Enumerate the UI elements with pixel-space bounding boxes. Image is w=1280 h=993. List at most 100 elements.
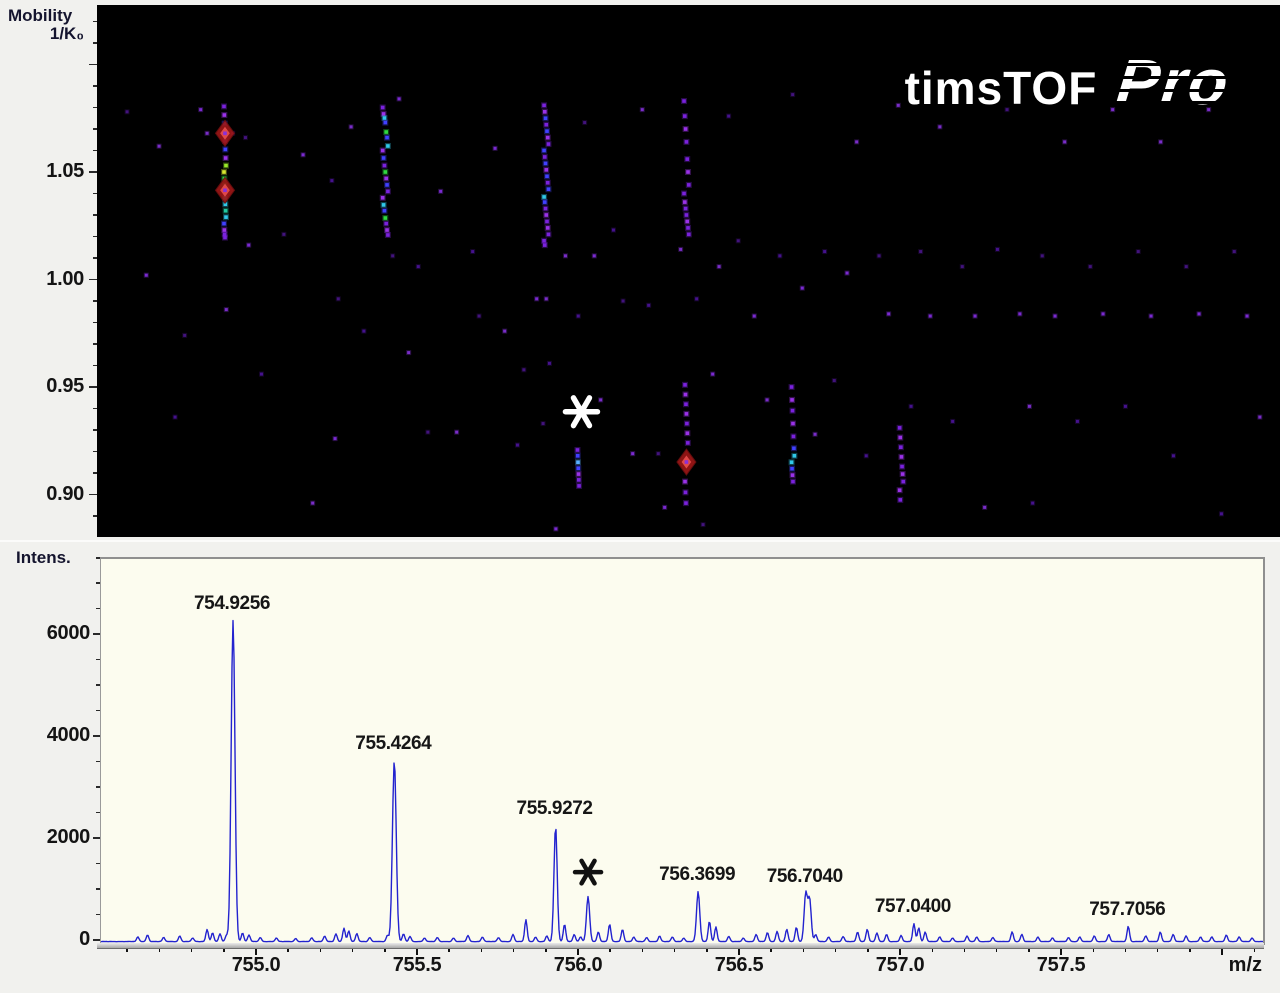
spectrum-x-tick-label: 756.0: [553, 954, 603, 976]
heatmap-y-tick: [93, 364, 97, 367]
spectrum-y-tick-label: 2000: [46, 826, 91, 848]
logo-text-pro-wrap: Pro: [1111, 45, 1238, 119]
peak-mz-label: 756.7040: [766, 866, 843, 888]
spectrum-y-tick: [93, 837, 100, 839]
heatmap-y-tick: [93, 515, 97, 517]
spectrum-x-tick: [1028, 949, 1030, 952]
heatmap-y-tick: [89, 171, 97, 173]
spectrum-x-axis-bar: [97, 943, 1264, 949]
peak-mz-label: 757.0400: [874, 896, 951, 918]
spectrum-y-tick: [96, 709, 100, 712]
heatmap-y-tick-label: 0.90: [46, 482, 84, 505]
spectrum-x-tick: [255, 949, 257, 955]
heatmap-y-tick: [93, 128, 97, 130]
peak-mz-label: 756.3699: [659, 864, 736, 886]
spectrum-x-tick: [577, 949, 579, 955]
heatmap-plot-area[interactable]: timsTOF Pro: [97, 5, 1280, 537]
mobility-heatmap-canvas[interactable]: [97, 5, 1280, 537]
spectrum-y-tick: [93, 633, 100, 635]
spectrum-y-tick: [96, 557, 100, 559]
spectrum-x-tick: [995, 949, 998, 952]
spectrum-x-tick: [158, 949, 161, 952]
spectrum-x-tick: [1189, 949, 1191, 952]
spectrum-x-tick: [351, 949, 354, 952]
spectrum-y-tick: [96, 811, 100, 814]
spectrum-x-tick-label: 755.5: [392, 954, 442, 976]
spectrum-y-tick: [96, 913, 100, 916]
spectrum-x-tick-label: 757.5: [1036, 954, 1086, 976]
spectrum-y-tick: [96, 786, 100, 788]
heatmap-y-tick: [89, 493, 97, 496]
spectrum-y-tick: [96, 684, 100, 686]
spectrum-y-tick: [93, 939, 100, 941]
spectrum-x-tick: [126, 949, 128, 952]
heatmap-y-tick-label: 1.00: [46, 267, 84, 290]
timstof-pro-logo: timsTOF Pro: [905, 45, 1238, 119]
spectrum-x-tick: [673, 949, 676, 952]
spectrum-x-tick: [1221, 949, 1223, 955]
spectrum-x-tick: [190, 949, 193, 952]
spectrum-y-tick-label: 0: [79, 928, 90, 950]
spectrum-x-tick: [319, 949, 322, 952]
heatmap-y-tick: [93, 42, 97, 44]
heatmap-y-tick: [93, 257, 97, 259]
spectrum-panel: Intens. m/z 6000 4000 2000 0 755.0 755.5 756.0…: [0, 540, 1280, 993]
heatmap-y-tick: [93, 429, 97, 431]
spectrum-y-tick: [96, 582, 100, 584]
spectrum-x-tick: [480, 949, 483, 952]
heatmap-y-tick: [93, 85, 97, 87]
spectrum-x-tick: [1156, 949, 1159, 952]
heatmap-y-tick: [93, 343, 97, 345]
spectrum-xlabel: m/z: [1228, 954, 1262, 976]
spectrum-y-tick: [96, 888, 100, 890]
spectrum-x-tick: [802, 949, 805, 952]
heatmap-panel: Mobility 1/K₀ 1.05 1.00 0.95 0.90 timsTOF P…: [0, 0, 1280, 540]
heatmap-y-tick: [93, 20, 97, 23]
logo-text-pro: Pro: [1113, 46, 1234, 118]
heatmap-y-tick: [89, 278, 97, 281]
spectrum-plot-area[interactable]: [100, 557, 1265, 945]
spectrum-y-tick: [93, 735, 100, 737]
heatmap-y-tick: [93, 149, 97, 152]
spectrum-x-tick: [867, 949, 869, 952]
spectrum-x-tick: [641, 949, 644, 952]
spectrum-x-tick: [899, 949, 901, 955]
heatmap-y-tick: [93, 214, 97, 216]
heatmap-ylabel-line1: Mobility: [8, 6, 73, 25]
spectrum-x-tick: [1060, 949, 1062, 955]
mass-spectrum-canvas[interactable]: [100, 559, 1264, 945]
spectrum-x-tick-label: 756.5: [714, 954, 764, 976]
spectrum-x-tick: [1092, 949, 1094, 952]
logo-text-timstof: timsTOF: [904, 62, 1098, 114]
heatmap-y-axis: Mobility 1/K₀ 1.05 1.00 0.95 0.90: [0, 0, 97, 540]
spectrum-y-tick: [96, 862, 100, 865]
spectrum-x-tick: [545, 949, 547, 952]
heatmap-y-tick: [93, 407, 97, 410]
heatmap-y-tick-label: 1.05: [46, 160, 84, 182]
heatmap-y-tick: [93, 192, 97, 195]
spectrum-x-tick: [770, 949, 772, 952]
spectrum-x-tick: [609, 949, 611, 952]
spectrum-x-tick: [1253, 949, 1256, 952]
spectrum-x-tick: [223, 949, 225, 952]
heatmap-y-tick-label: 0.95: [46, 375, 84, 397]
spectrum-x-tick-label: 755.0: [231, 954, 281, 976]
peak-mz-label: 755.9272: [516, 798, 593, 820]
spectrum-y-tick-label: 4000: [46, 724, 91, 746]
heatmap-y-tick: [93, 450, 97, 453]
heatmap-y-tick: [93, 472, 97, 474]
peak-mz-label: 755.4264: [355, 732, 432, 754]
heatmap-y-tick: [93, 300, 97, 302]
spectrum-x-tick: [287, 949, 289, 952]
heatmap-y-tick: [89, 386, 97, 388]
spectrum-y-tick: [96, 760, 100, 763]
spectrum-x-tick: [706, 949, 708, 952]
spectrum-x-tick: [834, 949, 837, 952]
spectrum-x-tick: [1124, 949, 1127, 952]
heatmap-y-tick: [93, 106, 97, 109]
spectrum-x-tick: [416, 949, 418, 955]
spectrum-x-tick: [963, 949, 966, 952]
spectrum-x-tick: [738, 949, 740, 955]
spectrum-ylabel: Intens.: [16, 548, 71, 567]
